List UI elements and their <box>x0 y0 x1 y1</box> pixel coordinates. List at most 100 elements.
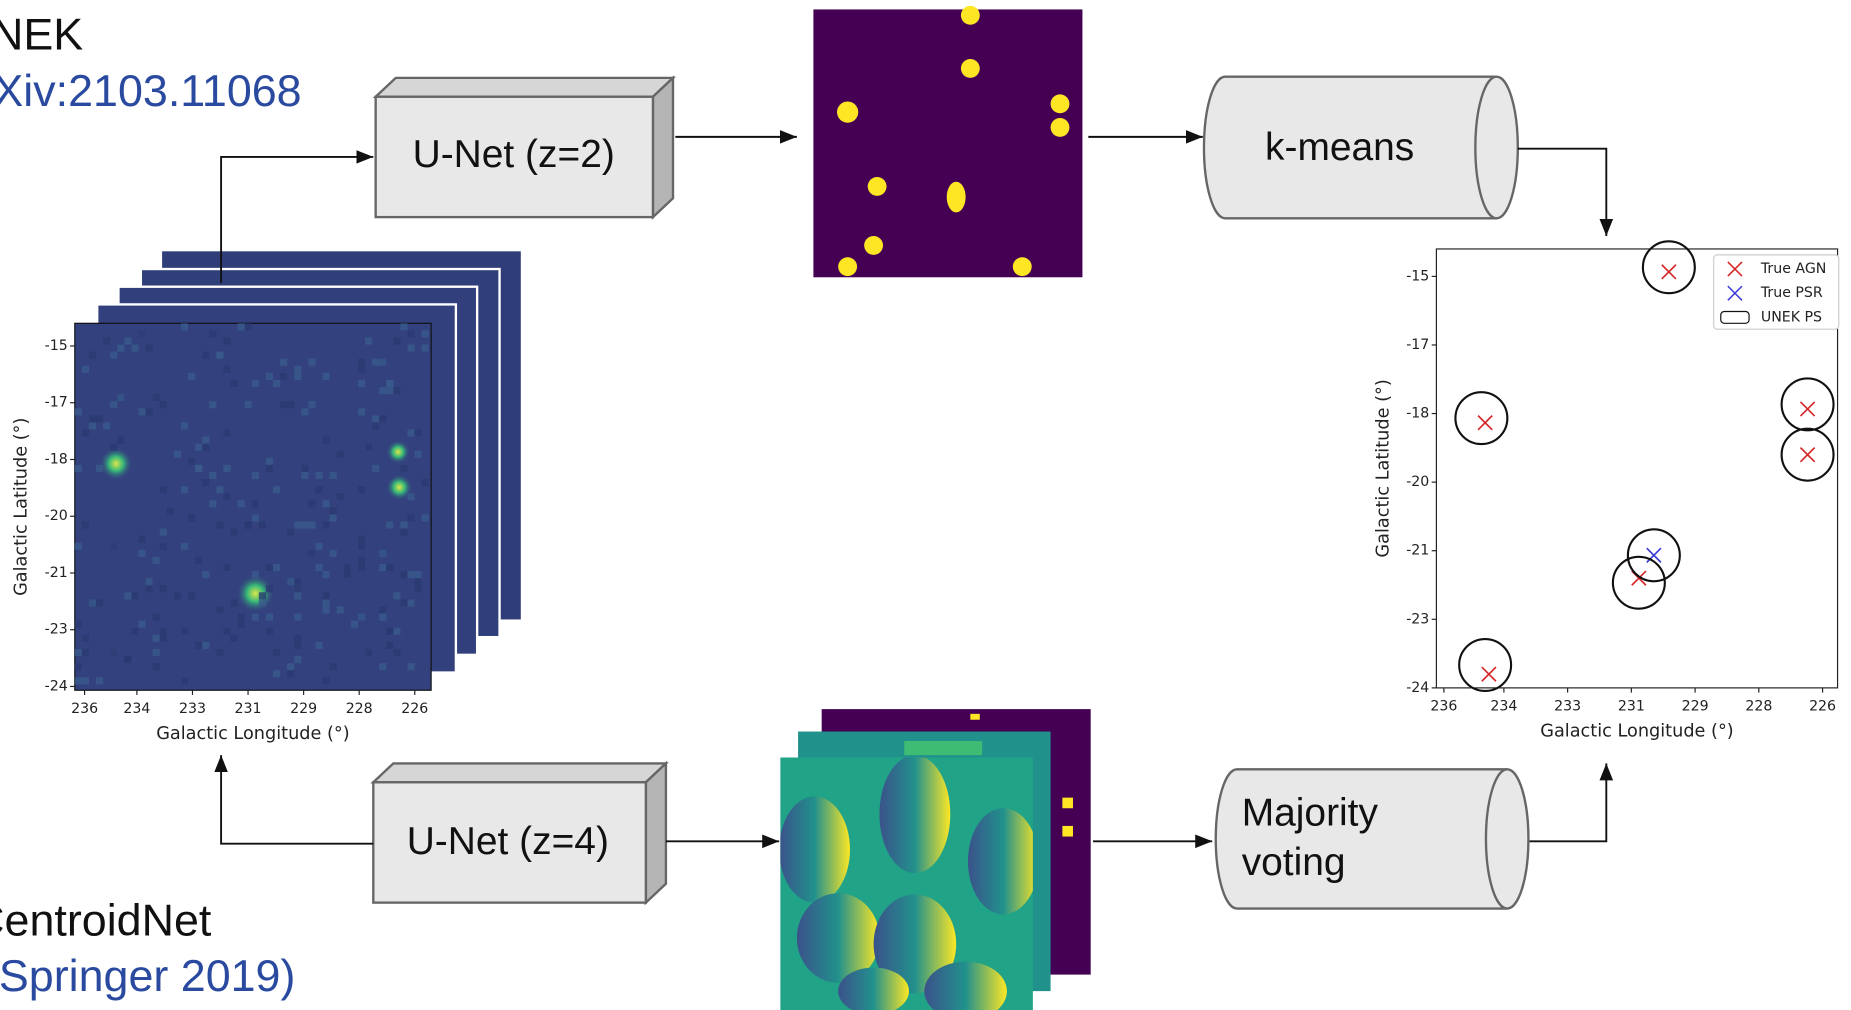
noise-pixel <box>301 465 308 472</box>
noise-pixel <box>209 500 216 507</box>
legend-label: UNEK PS <box>1761 309 1822 325</box>
noise-pixel <box>181 677 188 684</box>
noise-pixel <box>294 585 301 592</box>
noise-pixel <box>209 401 216 408</box>
noise-pixel <box>202 479 209 486</box>
noise-pixel <box>160 529 167 536</box>
noise-pixel <box>400 323 407 330</box>
noise-pixel <box>252 514 259 521</box>
noise-pixel <box>415 578 422 585</box>
noise-pixel <box>358 359 365 366</box>
noise-pixel <box>372 465 379 472</box>
noise-pixel <box>323 599 330 606</box>
noise-pixel <box>110 543 117 550</box>
noise-pixel <box>408 493 415 500</box>
noise-pixel <box>415 429 422 436</box>
noise-pixel <box>294 642 301 649</box>
noise-pixel <box>181 543 188 550</box>
x-tick-label: 228 <box>1745 699 1772 715</box>
noise-pixel <box>415 571 422 578</box>
noise-pixel <box>153 394 160 401</box>
noise-pixel <box>223 465 230 472</box>
noise-pixel <box>379 663 386 670</box>
noise-pixel <box>308 500 315 507</box>
noise-pixel <box>124 656 131 663</box>
noise-pixel <box>216 649 223 656</box>
noise-pixel <box>280 359 287 366</box>
noise-pixel <box>266 465 273 472</box>
noise-pixel <box>415 585 422 592</box>
noise-pixel <box>160 401 167 408</box>
noise-pixel <box>294 656 301 663</box>
noise-pixel <box>301 472 308 479</box>
y-tick-label: -23 <box>45 622 68 638</box>
y-tick-label: -21 <box>1406 543 1429 559</box>
noise-pixel <box>259 599 266 606</box>
noise-pixel <box>231 599 238 606</box>
noise-pixel <box>266 564 273 571</box>
noise-pixel <box>337 451 344 458</box>
noise-pixel <box>358 536 365 543</box>
method-label: NEK <box>0 9 83 60</box>
noise-pixel <box>96 415 103 422</box>
noise-pixel <box>209 472 216 479</box>
noise-pixel <box>294 522 301 529</box>
noise-pixel <box>330 663 337 670</box>
noise-pixel <box>308 550 315 557</box>
y-tick-label: -21 <box>45 565 68 581</box>
page-body: NEK Xiv:2103.11068 CentroidNet (Springer… <box>0 0 1851 1010</box>
noise-pixel <box>202 571 209 578</box>
centroid-stack <box>779 709 1090 1010</box>
noise-pixel <box>252 472 259 479</box>
noise-pixel <box>124 337 131 344</box>
noise-pixel <box>117 437 124 444</box>
noise-pixel <box>231 529 238 536</box>
noise-pixel <box>139 550 146 557</box>
noise-pixel <box>330 514 337 521</box>
noise-pixel <box>139 621 146 628</box>
noise-pixel <box>323 500 330 507</box>
noise-pixel <box>160 486 167 493</box>
noise-pixel <box>372 359 379 366</box>
noise-pixel <box>273 670 280 677</box>
noise-pixel <box>139 330 146 337</box>
noise-pixel <box>379 415 386 422</box>
noise-pixel <box>75 408 82 415</box>
noise-pixel <box>400 465 407 472</box>
noise-pixel <box>287 401 294 408</box>
noise-pixel <box>238 621 245 628</box>
noise-pixel <box>315 543 322 550</box>
noise-pixel <box>195 557 202 564</box>
noise-pixel <box>323 592 330 599</box>
x-tick-label: 236 <box>1430 699 1457 715</box>
x-tick-label: 236 <box>71 701 98 717</box>
noise-pixel <box>379 564 386 571</box>
segmentation-image <box>813 6 1082 277</box>
y-tick-label: -17 <box>45 395 68 411</box>
noise-pixel <box>330 550 337 557</box>
noise-pixel <box>223 564 230 571</box>
noise-pixel <box>266 614 273 621</box>
x-tick-label: 234 <box>1490 699 1517 715</box>
noise-pixel <box>231 635 238 642</box>
noise-pixel <box>273 564 280 571</box>
noise-pixel <box>393 649 400 656</box>
cylinder <box>1216 769 1529 908</box>
noise-pixel <box>400 571 407 578</box>
noise-pixel <box>315 642 322 649</box>
reference-label: Xiv:2103.11068 <box>0 65 302 116</box>
noise-pixel <box>365 649 372 656</box>
y-axis-label: Galactic Latitude (°) <box>1373 379 1393 557</box>
noise-pixel <box>252 500 259 507</box>
x-tick-label: 234 <box>123 701 150 717</box>
noise-pixel <box>75 621 82 628</box>
noise-pixel <box>358 366 365 373</box>
noise-pixel <box>294 635 301 642</box>
noise-pixel <box>408 571 415 578</box>
x-tick-label: 233 <box>179 701 206 717</box>
noise-pixel <box>146 585 153 592</box>
noise-pixel <box>358 486 365 493</box>
noise-pixel <box>386 380 393 387</box>
noise-pixel <box>358 380 365 387</box>
